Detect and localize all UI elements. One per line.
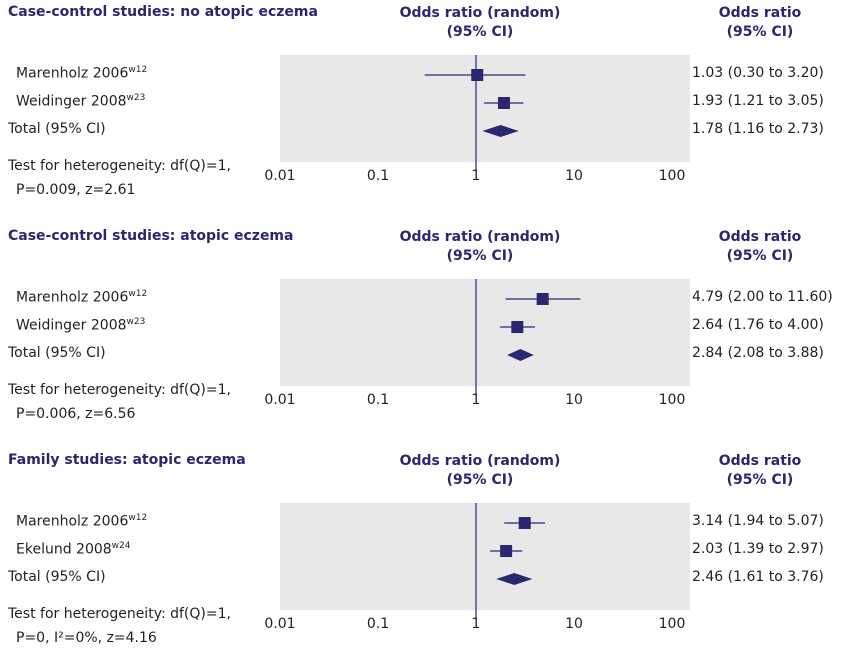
point-estimate-marker bbox=[471, 69, 484, 81]
point-estimate-marker bbox=[518, 517, 531, 529]
forest-plot-area: 0.01 0.1 1 10 100 bbox=[264, 55, 690, 184]
plot-header-line: (95% CI) bbox=[446, 472, 514, 488]
plot-header-line: (95% CI) bbox=[446, 24, 514, 40]
study-name: Marenholz 2006 bbox=[16, 65, 129, 82]
study-label: Marenholz 2006w12 bbox=[16, 289, 147, 306]
study-reference: w23 bbox=[126, 93, 146, 103]
study-name: Marenholz 2006 bbox=[16, 513, 129, 530]
forest-plot-area: 0.01 0.1 1 10 100 bbox=[264, 279, 690, 408]
point-estimate-marker bbox=[536, 293, 549, 305]
study-reference: w12 bbox=[128, 65, 148, 75]
x-tick-label: 10 bbox=[565, 392, 583, 408]
plot-column-header: Odds ratio (random) (95% CI) bbox=[380, 4, 580, 42]
odds-ratio-value: 1.93 (1.21 to 3.05) bbox=[692, 93, 824, 109]
study-reference: w24 bbox=[111, 541, 131, 551]
odds-ratio-value: 3.14 (1.94 to 5.07) bbox=[692, 513, 824, 529]
heterogeneity-test-line-1: Test for heterogeneity: df(Q)=1, bbox=[8, 158, 231, 174]
study-name: Marenholz 2006 bbox=[16, 289, 129, 306]
x-tick-label: 0.01 bbox=[264, 392, 295, 408]
total-odds-ratio-value: 1.78 (1.16 to 2.73) bbox=[692, 121, 824, 137]
panel-title: Case-control studies: no atopic eczema bbox=[8, 4, 318, 20]
total-odds-ratio-value: 2.84 (2.08 to 3.88) bbox=[692, 345, 824, 361]
study-name: Ekelund 2008 bbox=[16, 541, 112, 558]
x-tick-label: 10 bbox=[565, 168, 583, 184]
forest-plot-area: 0.01 0.1 1 10 100 bbox=[264, 503, 690, 632]
odds-ratio-column-header: Odds ratio (95% CI) bbox=[700, 452, 820, 490]
heterogeneity-test-line-1: Test for heterogeneity: df(Q)=1, bbox=[8, 606, 231, 622]
x-tick-label: 100 bbox=[659, 168, 686, 184]
study-label: Weidinger 2008w23 bbox=[16, 93, 145, 110]
heterogeneity-test-line-2: P=0.009, z=2.61 bbox=[16, 182, 136, 198]
study-label: Marenholz 2006w12 bbox=[16, 513, 147, 530]
study-label: Marenholz 2006w12 bbox=[16, 65, 147, 82]
study-name: Weidinger 2008 bbox=[16, 93, 127, 110]
plot-column-header: Odds ratio (random) (95% CI) bbox=[380, 228, 580, 266]
odds-ratio-column-header: Odds ratio (95% CI) bbox=[700, 228, 820, 266]
x-tick-label: 0.01 bbox=[264, 616, 295, 632]
x-tick-label: 0.1 bbox=[367, 616, 389, 632]
value-header-line: (95% CI) bbox=[726, 24, 794, 40]
plot-background bbox=[280, 55, 690, 162]
plot-header-line: Odds ratio (random) bbox=[399, 5, 561, 21]
forest-panel: 0.01 0.1 1 10 100 Marenholz 2006w12 4.79 (2.00… bbox=[0, 224, 842, 434]
odds-ratio-value: 4.79 (2.00 to 11.60) bbox=[692, 289, 833, 305]
x-tick-label: 0.1 bbox=[367, 168, 389, 184]
pooled-estimate-diamond bbox=[496, 573, 533, 585]
heterogeneity-test-line-2: P=0.006, z=6.56 bbox=[16, 406, 136, 422]
odds-ratio-value: 2.64 (1.76 to 4.00) bbox=[692, 317, 824, 333]
plot-header-line: Odds ratio (random) bbox=[399, 229, 561, 245]
pooled-estimate-diamond bbox=[507, 349, 534, 361]
forest-panel: 0.01 0.1 1 10 100 Marenholz 2006w12 1.03 (0.30… bbox=[0, 0, 842, 210]
study-label: Ekelund 2008w24 bbox=[16, 541, 131, 558]
panel-title: Case-control studies: atopic eczema bbox=[8, 228, 294, 244]
study-reference: w12 bbox=[128, 513, 148, 523]
x-tick-label: 100 bbox=[659, 616, 686, 632]
heterogeneity-test-line-2: P=0, I²=0%, z=4.16 bbox=[16, 630, 157, 646]
total-label: Total (95% CI) bbox=[8, 121, 106, 137]
value-header-line: (95% CI) bbox=[726, 248, 794, 264]
point-estimate-marker bbox=[500, 545, 513, 557]
x-tick-label: 1 bbox=[472, 168, 481, 184]
plot-column-header: Odds ratio (random) (95% CI) bbox=[380, 452, 580, 490]
value-header-line: Odds ratio bbox=[718, 5, 802, 21]
plot-header-line: (95% CI) bbox=[446, 248, 514, 264]
total-odds-ratio-value: 2.46 (1.61 to 3.76) bbox=[692, 569, 824, 585]
x-tick-label: 0.01 bbox=[264, 168, 295, 184]
value-header-line: (95% CI) bbox=[726, 472, 794, 488]
total-label: Total (95% CI) bbox=[8, 569, 106, 585]
total-label: Total (95% CI) bbox=[8, 345, 106, 361]
panel-title: Family studies: atopic eczema bbox=[8, 452, 246, 468]
heterogeneity-test-line-1: Test for heterogeneity: df(Q)=1, bbox=[8, 382, 231, 398]
odds-ratio-value: 1.03 (0.30 to 3.20) bbox=[692, 65, 824, 81]
x-tick-label: 1 bbox=[472, 392, 481, 408]
pooled-estimate-diamond bbox=[482, 125, 519, 137]
point-estimate-marker bbox=[511, 321, 524, 333]
plot-background bbox=[280, 279, 690, 386]
point-estimate-marker bbox=[497, 97, 510, 109]
x-tick-label: 10 bbox=[565, 616, 583, 632]
x-tick-label: 1 bbox=[472, 616, 481, 632]
plot-header-line: Odds ratio (random) bbox=[399, 453, 561, 469]
x-tick-label: 0.1 bbox=[367, 392, 389, 408]
value-header-line: Odds ratio bbox=[718, 453, 802, 469]
value-header-line: Odds ratio bbox=[718, 229, 802, 245]
x-tick-label: 100 bbox=[659, 392, 686, 408]
study-name: Weidinger 2008 bbox=[16, 317, 127, 334]
odds-ratio-value: 2.03 (1.39 to 2.97) bbox=[692, 541, 824, 557]
study-reference: w23 bbox=[126, 317, 146, 327]
plot-background bbox=[280, 503, 690, 610]
study-label: Weidinger 2008w23 bbox=[16, 317, 145, 334]
odds-ratio-column-header: Odds ratio (95% CI) bbox=[700, 4, 820, 42]
study-reference: w12 bbox=[128, 289, 148, 299]
forest-panel: 0.01 0.1 1 10 100 Marenholz 2006w12 3.14 (1.94… bbox=[0, 448, 842, 658]
